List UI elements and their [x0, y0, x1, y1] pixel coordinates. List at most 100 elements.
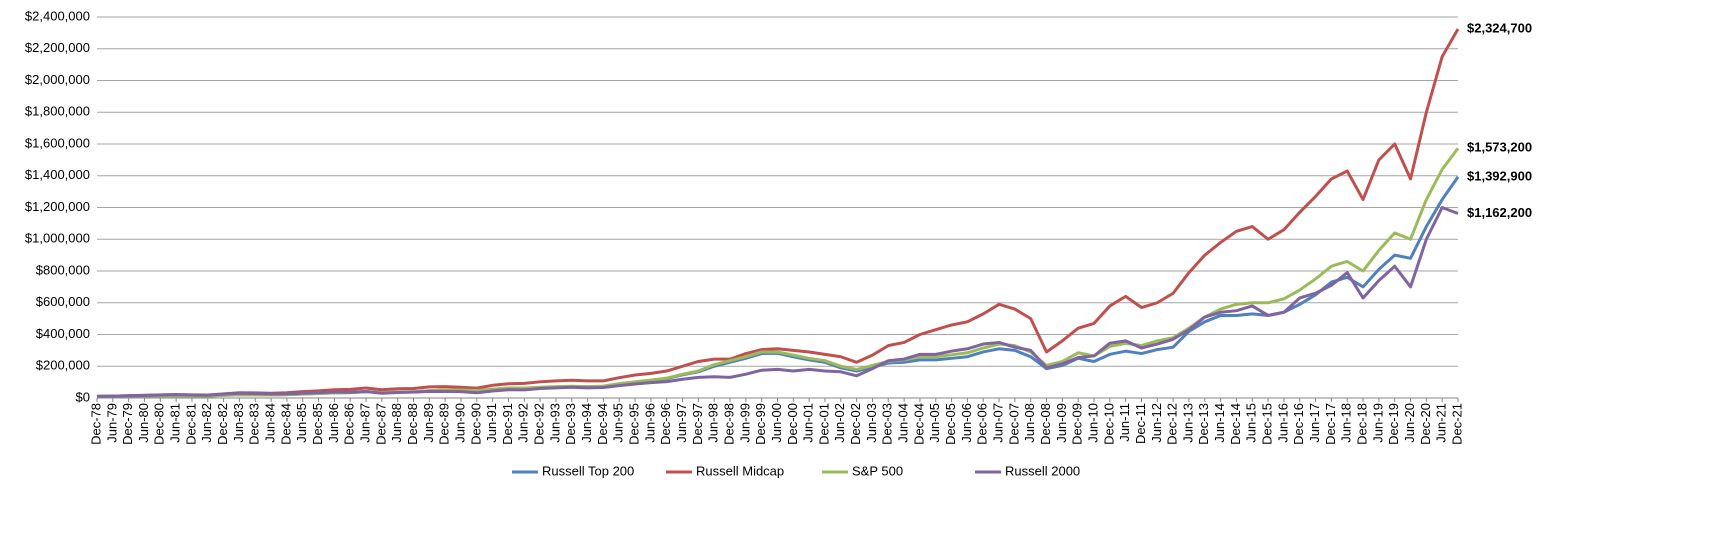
x-tick-label: Jun-84	[263, 403, 278, 443]
x-tick-label: Dec-05	[943, 403, 958, 445]
x-tick-label: Jun-20	[1402, 403, 1417, 443]
x-tick-label: Jun-17	[1307, 403, 1322, 443]
x-tick-label: Jun-90	[452, 403, 467, 443]
y-tick-label: $2,400,000	[25, 8, 90, 23]
x-tick-label: Dec-93	[563, 403, 578, 445]
x-tick-label: Jun-95	[611, 403, 626, 443]
x-tick-label: Dec-02	[848, 403, 863, 445]
y-tick-label: $1,200,000	[25, 199, 90, 214]
x-tick-label: Dec-21	[1449, 403, 1464, 445]
x-tick-label: Dec-84	[278, 403, 293, 445]
series-line	[96, 176, 1460, 398]
x-tick-label: Jun-99	[737, 403, 752, 443]
end-value-label: $1,573,200	[1467, 140, 1532, 155]
x-tick-label: Jun-05	[927, 403, 942, 443]
x-tick-label: Dec-82	[215, 403, 230, 445]
x-tick-label: Jun-97	[674, 403, 689, 443]
x-tick-label: Dec-07	[1006, 403, 1021, 445]
x-tick-label: Jun-03	[864, 403, 879, 443]
x-tick-label: Jun-92	[516, 403, 531, 443]
x-tick-label: Dec-12	[1165, 403, 1180, 445]
x-tick-label: Jun-93	[547, 403, 562, 443]
x-tick-label: Jun-12	[1149, 403, 1164, 443]
x-tick-label: Dec-10	[1101, 403, 1116, 445]
x-tick-label: Dec-00	[785, 403, 800, 445]
x-tick-label: Dec-96	[658, 403, 673, 445]
x-tick-label: Dec-16	[1291, 403, 1306, 445]
legend-label: S&P 500	[852, 463, 903, 478]
x-tick-label: Dec-89	[437, 403, 452, 445]
x-tick-label: Jun-13	[1180, 403, 1195, 443]
end-value-label: $2,324,700	[1467, 20, 1532, 35]
y-tick-label: $0	[76, 389, 90, 404]
x-tick-label: Dec-13	[1196, 403, 1211, 445]
x-tick-label: Dec-85	[310, 403, 325, 445]
x-tick-label: Jun-85	[294, 403, 309, 443]
x-tick-label: Dec-94	[595, 403, 610, 445]
y-tick-label: $200,000	[36, 358, 90, 373]
series-line	[96, 28, 1460, 398]
x-tick-label: Dec-19	[1386, 403, 1401, 445]
x-tick-label: Dec-99	[753, 403, 768, 445]
x-tick-label: Jun-08	[1022, 403, 1037, 443]
series-line	[96, 206, 1459, 398]
x-tick-label: Dec-87	[373, 403, 388, 445]
x-tick-label: Dec-78	[88, 403, 103, 445]
x-tick-label: Dec-09	[1070, 403, 1085, 445]
x-tick-label: Jun-15	[1244, 403, 1259, 443]
y-tick-label: $1,600,000	[25, 135, 90, 150]
x-tick-label: Dec-83	[247, 403, 262, 445]
x-tick-label: Dec-95	[627, 403, 642, 445]
x-tick-label: Dec-86	[342, 403, 357, 445]
x-tick-label: Dec-15	[1260, 403, 1275, 445]
x-tick-label: Jun-81	[168, 403, 183, 443]
x-tick-label: Jun-10	[1085, 403, 1100, 443]
x-tick-label: Dec-04	[911, 403, 926, 445]
x-tick-label: Dec-14	[1228, 403, 1243, 445]
x-tick-label: Dec-92	[532, 403, 547, 445]
x-tick-label: Dec-79	[120, 403, 135, 445]
x-tick-label: Dec-18	[1354, 403, 1369, 445]
series-line	[96, 147, 1460, 398]
x-tick-label: Jun-00	[769, 403, 784, 443]
x-tick-label: Jun-80	[136, 403, 151, 443]
x-tick-label: Jun-19	[1370, 403, 1385, 443]
legend-label: Russell 2000	[1005, 463, 1080, 478]
x-tick-label: Dec-90	[468, 403, 483, 445]
x-tick-label: Jun-06	[959, 403, 974, 443]
x-tick-label: Jun-98	[706, 403, 721, 443]
x-tick-label: Jun-79	[104, 403, 119, 443]
x-tick-label: Dec-91	[500, 403, 515, 445]
y-tick-label: $600,000	[36, 294, 90, 309]
y-tick-label: $1,800,000	[25, 104, 90, 119]
x-tick-label: Jun-91	[484, 403, 499, 443]
x-tick-label: Jun-14	[1212, 403, 1227, 443]
y-tick-label: $2,200,000	[25, 40, 90, 55]
x-tick-label: Dec-08	[1038, 403, 1053, 445]
x-tick-label: Dec-17	[1323, 403, 1338, 445]
x-tick-label: Dec-81	[183, 403, 198, 445]
y-tick-label: $1,000,000	[25, 231, 90, 246]
x-tick-label: Jun-07	[990, 403, 1005, 443]
x-tick-label: Dec-06	[975, 403, 990, 445]
x-tick-label: Jun-21	[1434, 403, 1449, 443]
end-value-label: $1,392,900	[1467, 168, 1532, 183]
x-tick-label: Dec-80	[152, 403, 167, 445]
x-tick-label: Jun-87	[357, 403, 372, 443]
x-tick-label: Jun-18	[1339, 403, 1354, 443]
end-value-label: $1,162,200	[1467, 205, 1532, 220]
y-tick-label: $2,000,000	[25, 72, 90, 87]
y-tick-label: $800,000	[36, 262, 90, 277]
x-tick-label: Dec-97	[690, 403, 705, 445]
x-tick-label: Dec-20	[1418, 403, 1433, 445]
x-tick-label: Dec-11	[1133, 403, 1148, 444]
x-tick-label: Dec-01	[816, 403, 831, 445]
x-tick-label: Dec-88	[405, 403, 420, 445]
x-tick-label: Jun-89	[421, 403, 436, 443]
x-tick-label: Jun-82	[199, 403, 214, 443]
x-tick-label: Jun-94	[579, 403, 594, 443]
x-tick-label: Jun-96	[642, 403, 657, 443]
legend-label: Russell Top 200	[542, 463, 634, 478]
x-tick-label: Jun-09	[1054, 403, 1069, 443]
